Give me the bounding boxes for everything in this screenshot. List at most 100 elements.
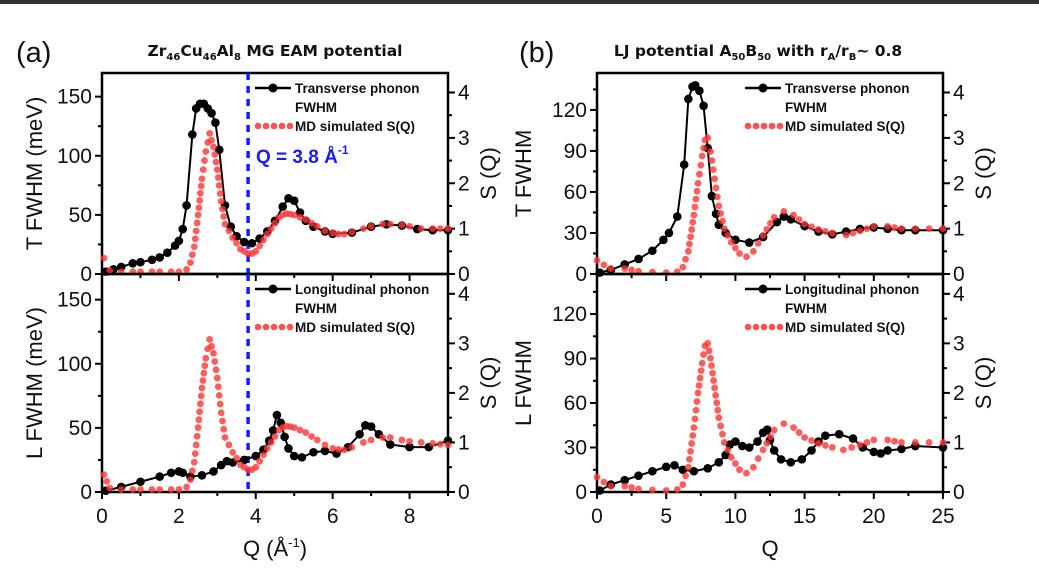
plot-frame: [100, 272, 450, 494]
fwhm-point: [661, 462, 671, 472]
x-tick-label: 25: [931, 505, 954, 528]
sq-point: [219, 205, 226, 213]
fwhm-point: [251, 451, 261, 461]
sq-point: [398, 221, 406, 229]
sq-point: [780, 207, 788, 215]
sq-point: [709, 166, 717, 174]
fwhm-point: [869, 447, 879, 457]
sq-point: [770, 213, 778, 221]
sq-point: [183, 483, 190, 491]
plot-frame: [595, 272, 945, 494]
sq-point: [313, 436, 321, 444]
sq-point: [256, 242, 264, 250]
sq-point: [863, 225, 871, 233]
x-tick-label: 5: [660, 505, 672, 528]
fwhm-point: [178, 224, 188, 234]
fwhm-point: [707, 191, 717, 201]
sq-point: [200, 369, 208, 377]
legend-sq-sample: [744, 323, 752, 331]
sq-point: [187, 259, 194, 267]
sq-point: [193, 219, 201, 227]
sq-point: [198, 175, 206, 183]
sq-point: [713, 399, 721, 407]
fwhm-point: [289, 451, 299, 461]
sq-point: [263, 230, 271, 238]
sq-point: [679, 481, 687, 488]
fwhm-point: [834, 429, 844, 439]
sq-point: [206, 336, 214, 343]
sq-point: [267, 439, 275, 446]
sq-point: [743, 469, 750, 477]
sq-point: [367, 222, 375, 230]
fwhm-point: [678, 465, 688, 475]
sq-point: [736, 466, 743, 474]
title-subscript: 46: [166, 52, 180, 63]
sq-point: [188, 467, 196, 475]
fwhm-point: [405, 442, 414, 452]
legend-label: FWHM: [295, 100, 337, 115]
fwhm-point: [689, 466, 699, 476]
y-tick-label: 150: [57, 86, 92, 109]
fwhm-point: [163, 248, 172, 258]
sq-point: [736, 250, 743, 257]
fwhm-point: [714, 458, 724, 467]
panel-b-top: 0 30 60 90 120 0 1 2 3 4 T FWHM S (Q) Transverse pho…: [511, 71, 996, 286]
sq-point: [263, 445, 271, 452]
sq-point: [848, 444, 856, 451]
fwhm-point: [762, 425, 772, 435]
y2-tick-label: 2: [953, 172, 965, 195]
panel-b-title: LJ potential A50B50 with rA/rB~ 0.8: [614, 42, 902, 63]
fwhm-point: [178, 468, 188, 478]
sq-point: [201, 157, 208, 164]
sq-point: [708, 157, 716, 164]
y2-tick-label: 1: [953, 431, 965, 454]
sq-point: [340, 230, 348, 238]
sq-point: [700, 351, 707, 358]
title-text: ~ 0.8: [856, 42, 902, 60]
y-tick-label: 0: [80, 263, 92, 286]
y2-tick-label: 2: [953, 382, 965, 405]
sq-point: [190, 243, 198, 251]
fwhm-point: [876, 449, 886, 458]
sq-point: [691, 203, 699, 211]
x-tick-label: 0: [96, 505, 108, 528]
sq-point: [891, 224, 898, 231]
fwhm-point: [672, 212, 682, 221]
fwhm-point: [659, 235, 668, 245]
sq-point: [360, 439, 367, 446]
sq-point: [767, 219, 774, 227]
sq-point: [693, 187, 701, 195]
fwhm-point: [648, 466, 657, 476]
fwhm-point: [366, 422, 376, 431]
sq-point: [296, 213, 304, 221]
legend: Transverse phonon FWHM MD simulated S(Q): [744, 81, 910, 134]
sq-point: [593, 256, 601, 264]
sq-point: [621, 482, 629, 490]
sq-point: [696, 374, 704, 382]
fwhm-point: [247, 238, 257, 248]
fwhm-point: [897, 444, 906, 454]
sq-point: [870, 222, 878, 230]
legend-sq-sample: [760, 323, 768, 331]
panel-a-title: Zr46Cu46Al8 MG EAM potential: [148, 42, 403, 63]
fwhm-point: [779, 212, 789, 221]
x-axis-label-end: ): [300, 536, 307, 561]
fwhm-point: [174, 236, 184, 246]
y-tick-label: 90: [564, 140, 587, 163]
sq-point: [191, 450, 199, 458]
legend-sq-sample: [262, 323, 270, 331]
x-tick-label: 4: [250, 505, 262, 528]
fwhm-point: [268, 426, 278, 435]
sq-point: [621, 265, 629, 272]
sq-point: [704, 134, 712, 142]
title-subscript: B: [849, 52, 857, 63]
sq-point: [712, 184, 720, 192]
sq-point: [743, 253, 750, 261]
y-tick-label: 120: [552, 99, 587, 122]
sq-point: [229, 234, 237, 242]
x-axis-label-text: Q (Å: [243, 536, 289, 561]
fwhm-point: [211, 118, 220, 127]
y2-tick-label: 4: [953, 283, 965, 306]
x-axis-label: Q: [761, 536, 778, 561]
fwhm-point: [297, 453, 307, 462]
